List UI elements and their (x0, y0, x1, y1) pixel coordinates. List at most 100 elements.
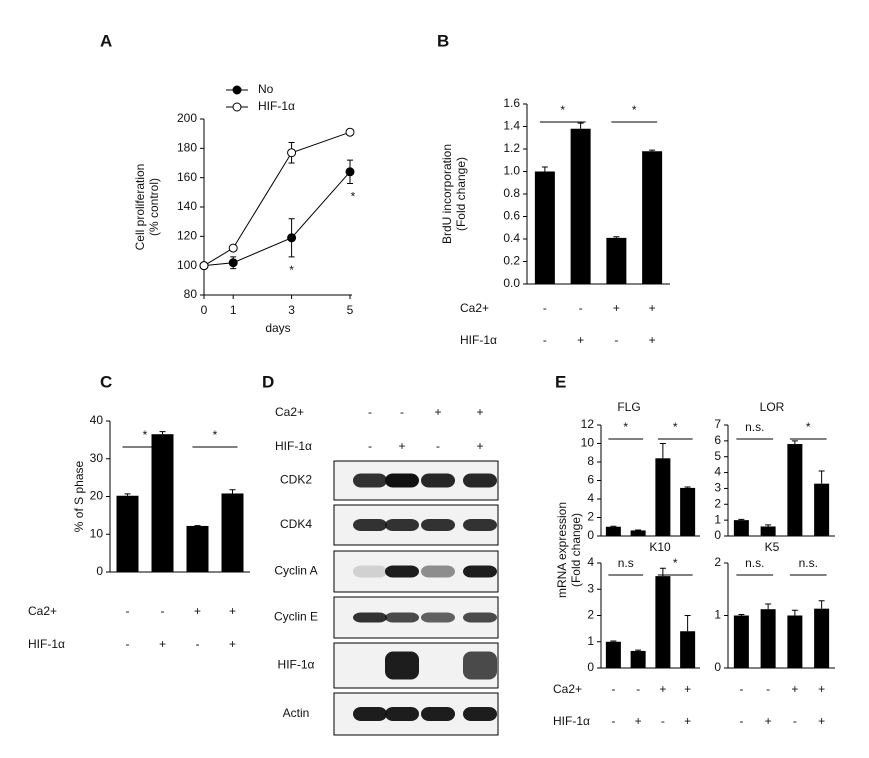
y-tick-label: 8 (587, 454, 594, 468)
y-axis-label: (% control) (147, 178, 161, 236)
bar (814, 608, 830, 668)
legend-marker (232, 102, 242, 112)
bar (680, 631, 696, 668)
marker (228, 243, 238, 253)
blot-band (353, 519, 387, 531)
blot-band (385, 707, 419, 721)
condition-sign: - (196, 637, 200, 651)
marker (287, 148, 297, 158)
condition-sign: + (476, 405, 483, 419)
condition-name: HIF-1α (28, 637, 65, 651)
y-axis-label: (Fold change) (454, 157, 468, 231)
condition-sign: + (476, 439, 483, 453)
chart-title: FLG (617, 400, 640, 414)
blot-label: CDK4 (280, 517, 312, 531)
bar (630, 650, 646, 668)
y-tick-label: 180 (177, 141, 197, 155)
blot-label: CDK2 (280, 473, 312, 487)
y-tick-label: 100 (177, 258, 197, 272)
chart-title: K5 (765, 540, 780, 554)
blot-band (463, 565, 497, 578)
error-bar (159, 431, 166, 435)
y-tick-label: 7 (714, 417, 721, 431)
y-tick-label: 4 (587, 555, 594, 569)
condition-name: HIF-1α (275, 439, 312, 453)
error-bar (124, 493, 131, 496)
y-tick-label: 160 (177, 170, 197, 184)
significance-label: n.s. (799, 556, 818, 570)
bar (570, 128, 591, 284)
significance-label: * (673, 556, 678, 570)
y-tick-label: 80 (184, 287, 198, 301)
condition-sign: + (765, 714, 772, 728)
y-tick-label: 0 (714, 660, 721, 674)
y-tick-label: 12 (581, 417, 595, 431)
blot-label: Cyclin A (274, 564, 317, 578)
bar (151, 434, 174, 572)
error-bar (765, 603, 772, 610)
significance-label: * (632, 103, 637, 117)
condition-sign: + (818, 714, 825, 728)
y-tick-label: 0.0 (503, 276, 520, 290)
bar (655, 576, 671, 668)
series-line (203, 171, 351, 267)
condition-name: Ca2+ (553, 682, 582, 696)
bar (630, 530, 646, 536)
condition-sign: - (543, 301, 547, 315)
y-tick-label: 120 (177, 229, 197, 243)
panel-letter: E (555, 372, 566, 391)
bar (534, 171, 555, 284)
bar (787, 444, 803, 536)
marker (287, 233, 297, 243)
blot-band (385, 651, 419, 680)
condition-sign: + (159, 637, 166, 651)
blot-label: Actin (283, 706, 310, 720)
blot-band (421, 473, 455, 488)
y-tick-label: 200 (177, 111, 197, 125)
x-axis-label: days (265, 321, 290, 335)
condition-sign: + (613, 301, 620, 315)
y-axis-label: Cell proliferation (133, 164, 147, 251)
significance-label: n.s. (745, 420, 764, 434)
condition-sign: - (436, 439, 440, 453)
error-bar (610, 640, 617, 642)
bar (221, 493, 244, 572)
condition-name: HIF-1α (553, 714, 590, 728)
y-axis-label: BrdU incorporation (440, 144, 454, 244)
error-bar (765, 524, 772, 527)
y-tick-label: 20 (90, 489, 104, 503)
y-tick-label: 1 (714, 512, 721, 526)
legend-marker (232, 85, 242, 95)
y-tick-label: 4 (587, 491, 594, 505)
panel-letter: D (262, 372, 274, 391)
condition-sign: + (398, 439, 405, 453)
error-bar (791, 609, 798, 616)
error-bar (613, 236, 620, 238)
significance-label: n.s. (745, 556, 764, 570)
blot-band (421, 707, 455, 721)
blot-band (463, 612, 497, 623)
blot-band (353, 565, 387, 578)
condition-sign: - (611, 682, 615, 696)
blot-band (353, 473, 387, 488)
bar (605, 526, 621, 536)
panel-letter: A (100, 31, 112, 50)
y-tick-label: 0 (587, 660, 594, 674)
y-tick-label: 3 (714, 481, 721, 495)
chart-title: LOR (760, 400, 785, 414)
condition-name: HIF-1α (460, 333, 497, 347)
condition-sign: + (649, 333, 656, 347)
condition-sign: + (684, 682, 691, 696)
bar (186, 525, 209, 572)
condition-sign: - (614, 333, 618, 347)
condition-sign: + (649, 301, 656, 315)
condition-sign: - (161, 604, 165, 618)
marker (345, 167, 355, 177)
x-tick-label: 1 (230, 303, 237, 317)
x-tick-label: 5 (347, 303, 354, 317)
condition-sign: + (791, 682, 798, 696)
y-tick-label: 1 (714, 608, 721, 622)
condition-sign: - (126, 637, 130, 651)
y-tick-label: 0 (96, 564, 103, 578)
